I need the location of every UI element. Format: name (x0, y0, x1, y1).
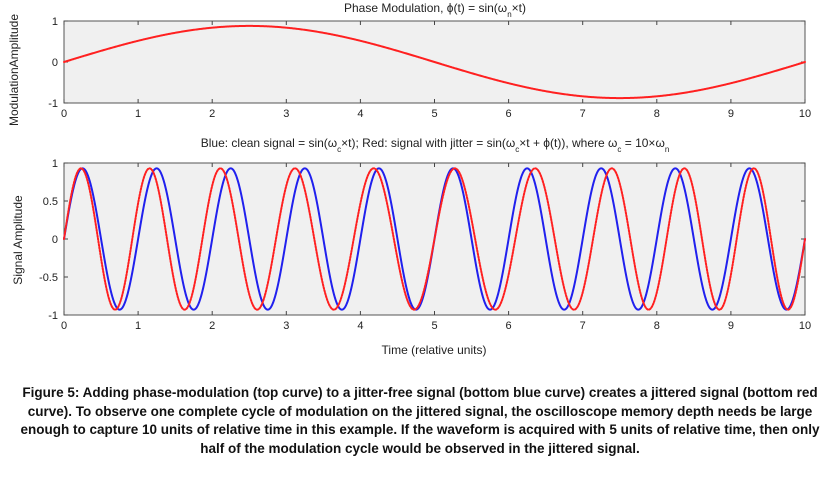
modulation-y-tick-label: 1 (52, 16, 58, 28)
signal-chart-title: Blue: clean signal = sin(ωc×t); Red: sig… (201, 136, 670, 154)
signal-x-tick-label: 2 (209, 320, 215, 332)
modulation-x-tick-label: 6 (506, 108, 512, 120)
modulation-x-tick-label: 5 (431, 108, 437, 120)
signal-x-tick-label: 7 (580, 320, 586, 332)
modulation-chart-title: Phase Modulation, ϕ(t) = sin(ωn×t) (344, 1, 526, 19)
modulation-x-tick-label: 3 (283, 108, 289, 120)
signal-x-tick-label: 3 (283, 320, 289, 332)
modulation-x-tick-label: 4 (357, 108, 363, 120)
signal-y-tick-label: 0.5 (43, 196, 58, 208)
modulation-x-tick-label: 2 (209, 108, 215, 120)
signal-x-tick-label: 0 (61, 320, 67, 332)
signal-y-axis-label: Signal Amplitude (11, 195, 25, 285)
figure-caption: Figure 5: Adding phase-modulation (top c… (20, 385, 820, 456)
modulation-series-line-0 (63, 24, 806, 100)
signal-y-tick-label: 0 (52, 234, 58, 246)
signal-x-tick-label: 5 (431, 320, 437, 332)
signal-x-tick-label: 4 (357, 320, 363, 332)
modulation-x-tick-label: 10 (799, 108, 811, 120)
signal-x-tick-label: 6 (506, 320, 512, 332)
signal-y-tick-label: -0.5 (39, 272, 58, 284)
signal-x-tick-label: 8 (654, 320, 660, 332)
signal-y-tick-label: -1 (48, 310, 58, 322)
signal-x-axis-label: Time (relative units) (382, 343, 487, 357)
modulation-chart: Phase Modulation, ϕ(t) = sin(ωn×t) 0 1 2 3 4… (7, 1, 811, 126)
modulation-x-tick-label: 1 (135, 108, 141, 120)
signal-x-tick-label: 10 (799, 320, 811, 332)
modulation-y-tick-label: 0 (52, 57, 58, 69)
signal-x-tick-label: 9 (728, 320, 734, 332)
figure: Phase Modulation, ϕ(t) = sin(ωn×t) 0 1 2 3 4… (7, 1, 811, 357)
modulation-x-tick-label: 0 (61, 108, 67, 120)
signal-y-tick-label: 1 (52, 158, 58, 170)
modulation-y-axis-label: ModulationAmplitude (7, 14, 21, 126)
modulation-y-tick-label: -1 (48, 98, 58, 110)
modulation-x-tick-label: 9 (728, 108, 734, 120)
modulation-x-tick-label: 8 (654, 108, 660, 120)
signal-chart: Blue: clean signal = sin(ωc×t); Red: sig… (11, 136, 811, 357)
signal-x-tick-label: 1 (135, 320, 141, 332)
modulation-x-tick-label: 7 (580, 108, 586, 120)
signal-series-line-1 (63, 167, 806, 311)
